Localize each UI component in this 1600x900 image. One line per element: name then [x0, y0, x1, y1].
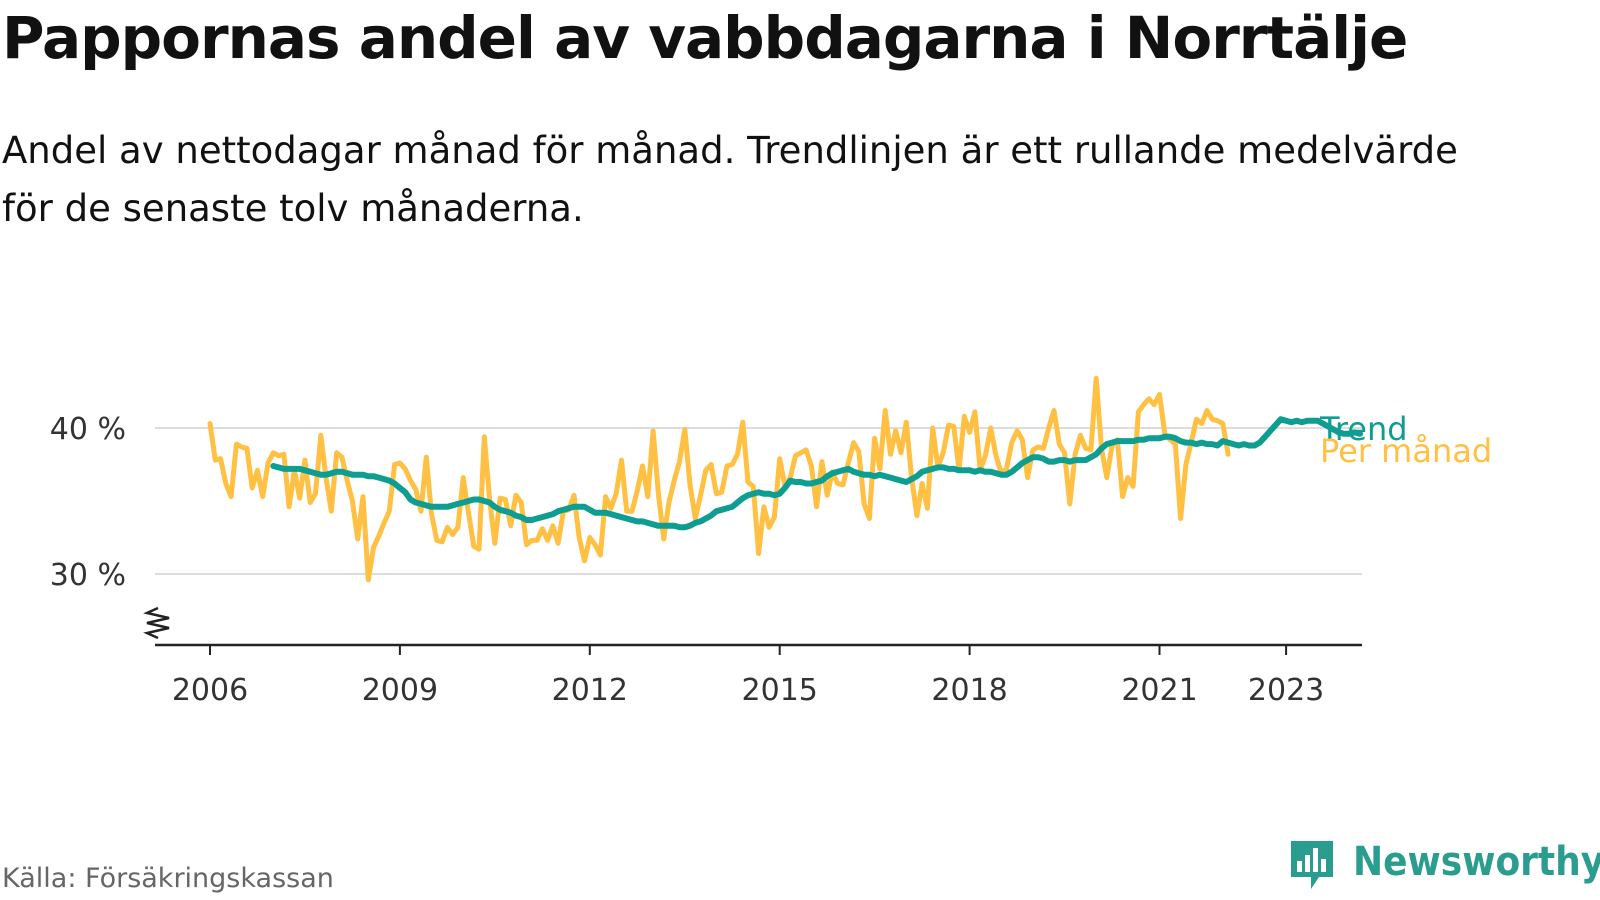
series-lines: [207, 375, 1363, 583]
source-note: Källa: Försäkringskassan: [2, 863, 334, 894]
brand-logo: Newsworthy: [1289, 839, 1600, 899]
grid-lines: [155, 427, 1362, 575]
x-tick-label: 2006: [172, 673, 248, 708]
x-axis: 2006 2009 2012 2015 2018 2021 2023: [155, 643, 1362, 708]
series-line-1: [207, 375, 1231, 583]
y-axis: 30 % 40 %: [50, 412, 126, 593]
series-line-0: [270, 416, 1363, 531]
x-tick-label: 2012: [552, 673, 628, 708]
chart-subtitle: Andel av nettodagar månad för månad. Tre…: [2, 129, 1458, 230]
x-tick-label: 2021: [1121, 673, 1197, 708]
chart-title: Pappornas andel av vabbdagarna i Norrtäl…: [2, 4, 1408, 72]
x-tick-label: 2018: [931, 673, 1007, 708]
line-chart: 30 % 40 % 2006 2009 2012 2015 2018 2021 2023 Tr…: [50, 375, 1492, 708]
x-tick-label: 2009: [362, 673, 438, 708]
y-tick-label: 30 %: [50, 558, 126, 593]
y-tick-label: 40 %: [50, 412, 126, 447]
newsworthy-logo-icon: [1291, 841, 1333, 889]
series-label-per-manad: Per månad: [1320, 432, 1492, 470]
x-tick-label: 2023: [1248, 673, 1324, 708]
x-tick-label: 2015: [742, 673, 818, 708]
series-label-trend: Trend: [1319, 410, 1408, 448]
brand-name: Newsworthy: [1353, 839, 1600, 885]
axis-break-icon: [143, 606, 170, 640]
